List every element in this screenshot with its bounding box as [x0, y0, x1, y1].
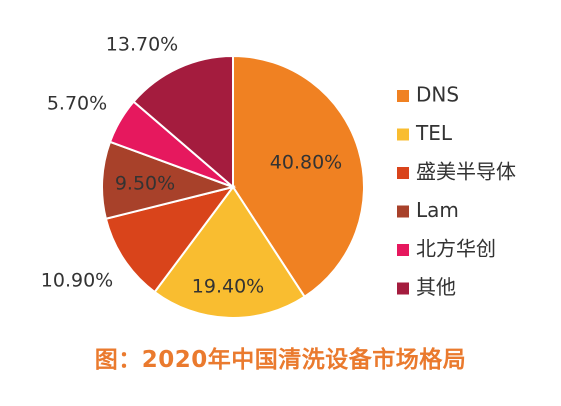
legend-label: 其他	[416, 275, 456, 299]
legend-label: Lam	[416, 198, 459, 222]
slice-value-label: 19.40%	[192, 276, 264, 298]
figure-caption: 图：2020年中国清洗设备市场格局	[94, 347, 467, 373]
legend-swatch	[397, 205, 409, 218]
legend-swatch	[397, 167, 409, 179]
pie-slices	[101, 54, 365, 319]
pie-slice	[153, 185, 306, 319]
legend-swatch	[397, 282, 409, 295]
slice-value-label: 40.80%	[270, 152, 342, 174]
legend-label: TEL	[415, 121, 453, 145]
slice-value-label: 9.50%	[115, 173, 175, 195]
legend-swatch	[397, 244, 409, 256]
legend-label: 北方华创	[416, 237, 496, 261]
slice-value-label: 13.70%	[106, 34, 178, 56]
pie-slice	[132, 54, 234, 190]
slice-value-label: 5.70%	[47, 93, 107, 115]
slice-value-label: 10.90%	[41, 270, 113, 292]
legend-swatch	[397, 90, 409, 102]
legend-label: 盛美半导体	[416, 160, 516, 184]
pie-slice-labels: 40.80% 19.40% 10.90% 9.50% 5.70% 13.70%	[41, 34, 342, 298]
pie-slice	[101, 140, 237, 220]
legend-label: DNS	[416, 83, 459, 107]
legend-swatch	[397, 128, 409, 141]
pie-slice	[104, 185, 236, 294]
